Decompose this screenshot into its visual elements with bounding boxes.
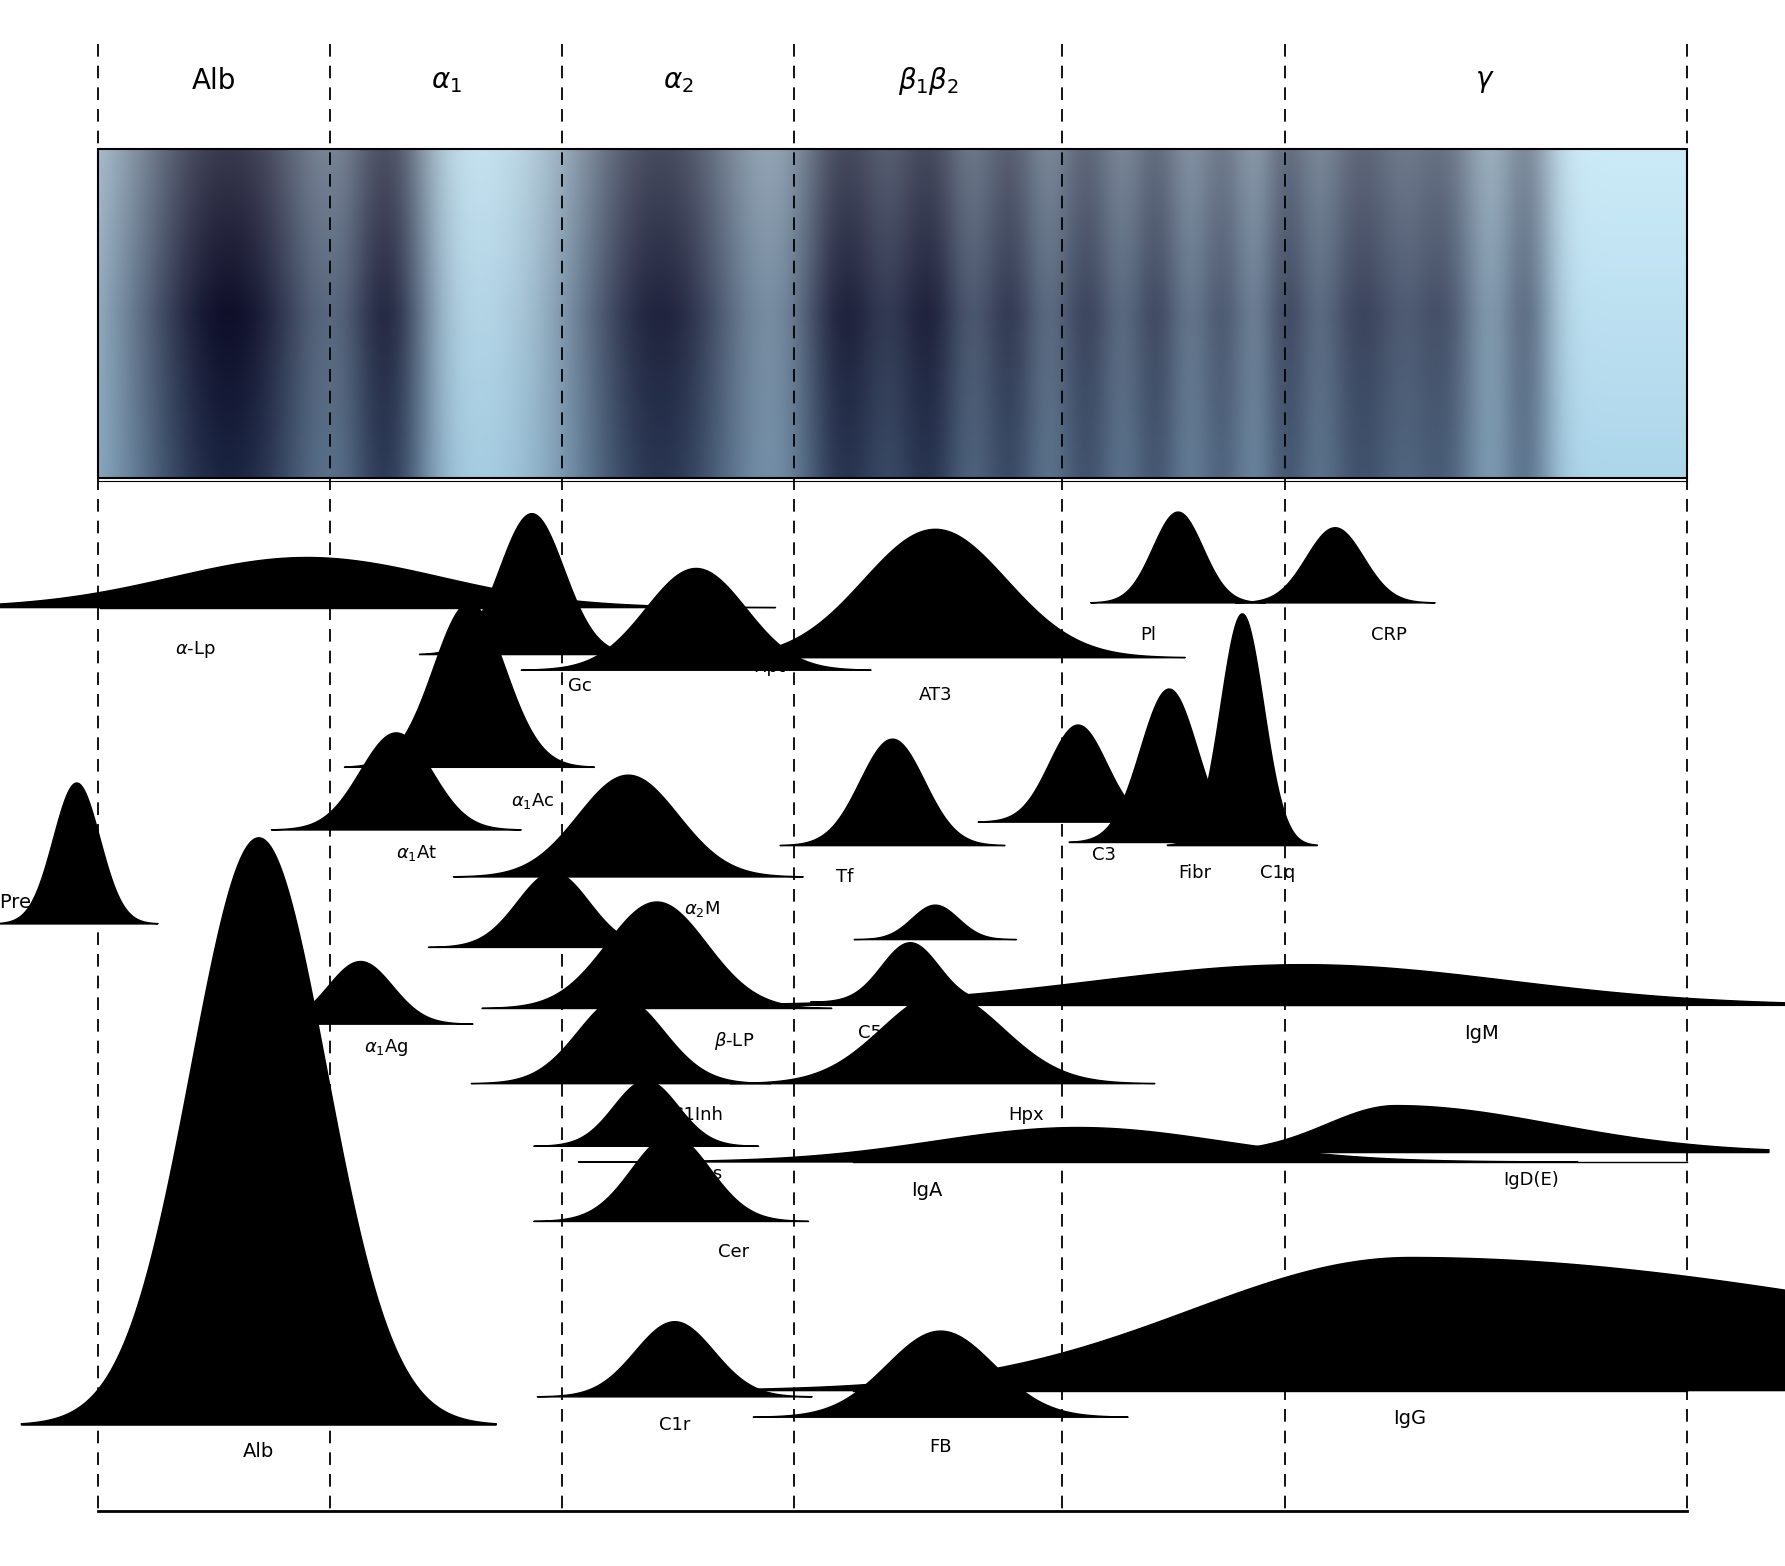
Polygon shape	[482, 902, 832, 1009]
Text: Tf: Tf	[835, 868, 853, 885]
Polygon shape	[630, 1257, 1785, 1391]
Polygon shape	[1151, 1106, 1769, 1153]
Text: Alb: Alb	[243, 1442, 275, 1461]
Text: Fibr: Fibr	[1178, 864, 1212, 882]
Text: Gc: Gc	[568, 677, 591, 694]
Text: $\gamma$: $\gamma$	[1476, 67, 1494, 96]
Polygon shape	[534, 1081, 759, 1146]
Text: Cer: Cer	[718, 1243, 748, 1261]
Text: C1r: C1r	[659, 1416, 691, 1433]
Polygon shape	[1167, 614, 1317, 846]
Text: Pre A: Pre A	[0, 893, 50, 911]
Text: $\beta_1\beta_2$: $\beta_1\beta_2$	[898, 66, 959, 97]
Polygon shape	[21, 838, 496, 1425]
Text: IgD(E): IgD(E)	[1503, 1171, 1558, 1189]
Text: Alb: Alb	[193, 67, 236, 96]
Polygon shape	[419, 514, 644, 655]
Text: $\alpha_1$Ac: $\alpha_1$Ac	[511, 791, 553, 811]
Polygon shape	[730, 993, 1155, 1084]
Text: $\alpha_1$Ag: $\alpha_1$Ag	[364, 1037, 409, 1057]
Text: IgG: IgG	[1394, 1409, 1426, 1428]
Text: Hpt: Hpt	[753, 658, 785, 675]
Text: $\alpha$-Lp: $\alpha$-Lp	[175, 639, 216, 659]
Text: $\alpha_1$: $\alpha_1$	[430, 67, 462, 96]
Polygon shape	[1091, 512, 1266, 603]
Text: IgA: IgA	[910, 1181, 942, 1200]
Polygon shape	[471, 998, 771, 1084]
Text: C1s: C1s	[689, 1165, 723, 1182]
Text: C5: C5	[859, 1024, 882, 1041]
Polygon shape	[584, 965, 1785, 1005]
Polygon shape	[1069, 689, 1269, 843]
Polygon shape	[855, 905, 1017, 940]
Text: Hpx: Hpx	[1009, 1106, 1044, 1123]
Polygon shape	[453, 775, 803, 877]
Polygon shape	[978, 725, 1178, 822]
Text: AT3: AT3	[919, 686, 951, 703]
Text: C4: C4	[891, 952, 914, 969]
Text: FB: FB	[930, 1438, 951, 1455]
Text: IaTI: IaTI	[596, 968, 628, 985]
Text: $\alpha_1$At: $\alpha_1$At	[396, 843, 437, 863]
Polygon shape	[537, 1322, 812, 1397]
Polygon shape	[685, 529, 1185, 658]
Polygon shape	[578, 1128, 1578, 1162]
Polygon shape	[753, 1331, 1128, 1417]
Text: CRP: CRP	[1371, 626, 1407, 644]
Polygon shape	[428, 872, 678, 947]
Polygon shape	[1235, 528, 1435, 603]
Bar	[98, 149, 1687, 478]
Text: IgM: IgM	[1464, 1024, 1498, 1043]
Text: C1Inh: C1Inh	[671, 1106, 723, 1123]
Text: $\alpha_2$M: $\alpha_2$M	[684, 899, 719, 919]
Text: C3: C3	[1092, 846, 1116, 863]
Text: $\beta$-LP: $\beta$-LP	[714, 1030, 755, 1052]
Polygon shape	[780, 739, 1005, 846]
Polygon shape	[271, 733, 521, 830]
Polygon shape	[345, 603, 594, 767]
Text: $\alpha_2$: $\alpha_2$	[662, 67, 694, 96]
Polygon shape	[810, 943, 1010, 1002]
Polygon shape	[534, 1135, 809, 1221]
Polygon shape	[521, 568, 871, 670]
Polygon shape	[248, 962, 473, 1024]
Text: Pl: Pl	[1141, 626, 1157, 644]
Polygon shape	[0, 783, 159, 924]
Polygon shape	[0, 557, 775, 608]
Text: C1q: C1q	[1260, 864, 1296, 882]
